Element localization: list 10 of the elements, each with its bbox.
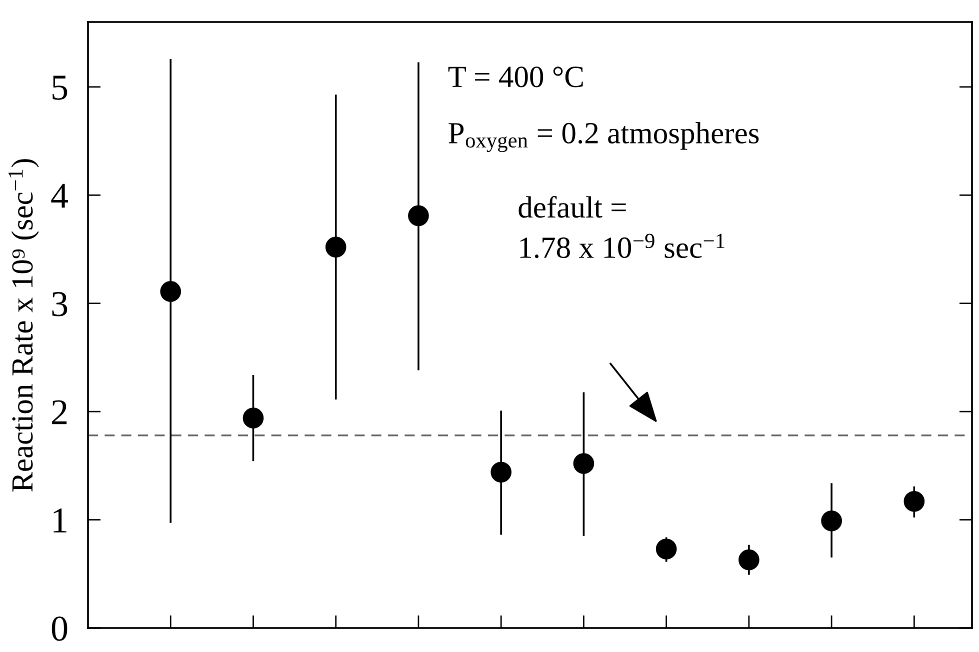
y-tick-label: 0 (52, 616, 68, 641)
y-tick-label: 5 (52, 76, 68, 100)
annotation: default = 1.78 x 10$^{−9}$ sec$^{−1}$ (518, 196, 724, 258)
y-tick-label: 2 (52, 400, 67, 424)
annotation: P$_{oxygen}$ = 0.2 atmospheres (448, 122, 759, 152)
annotation: T = 400 °C (448, 66, 583, 88)
y-tick-label: 4 (51, 184, 68, 208)
y-tick-label: 3 (52, 292, 68, 316)
y-axis-title: Reaction Rate x 10⁹ (sec$^{−1}$) (8, 159, 39, 492)
y-tick-label: 1 (54, 508, 66, 532)
